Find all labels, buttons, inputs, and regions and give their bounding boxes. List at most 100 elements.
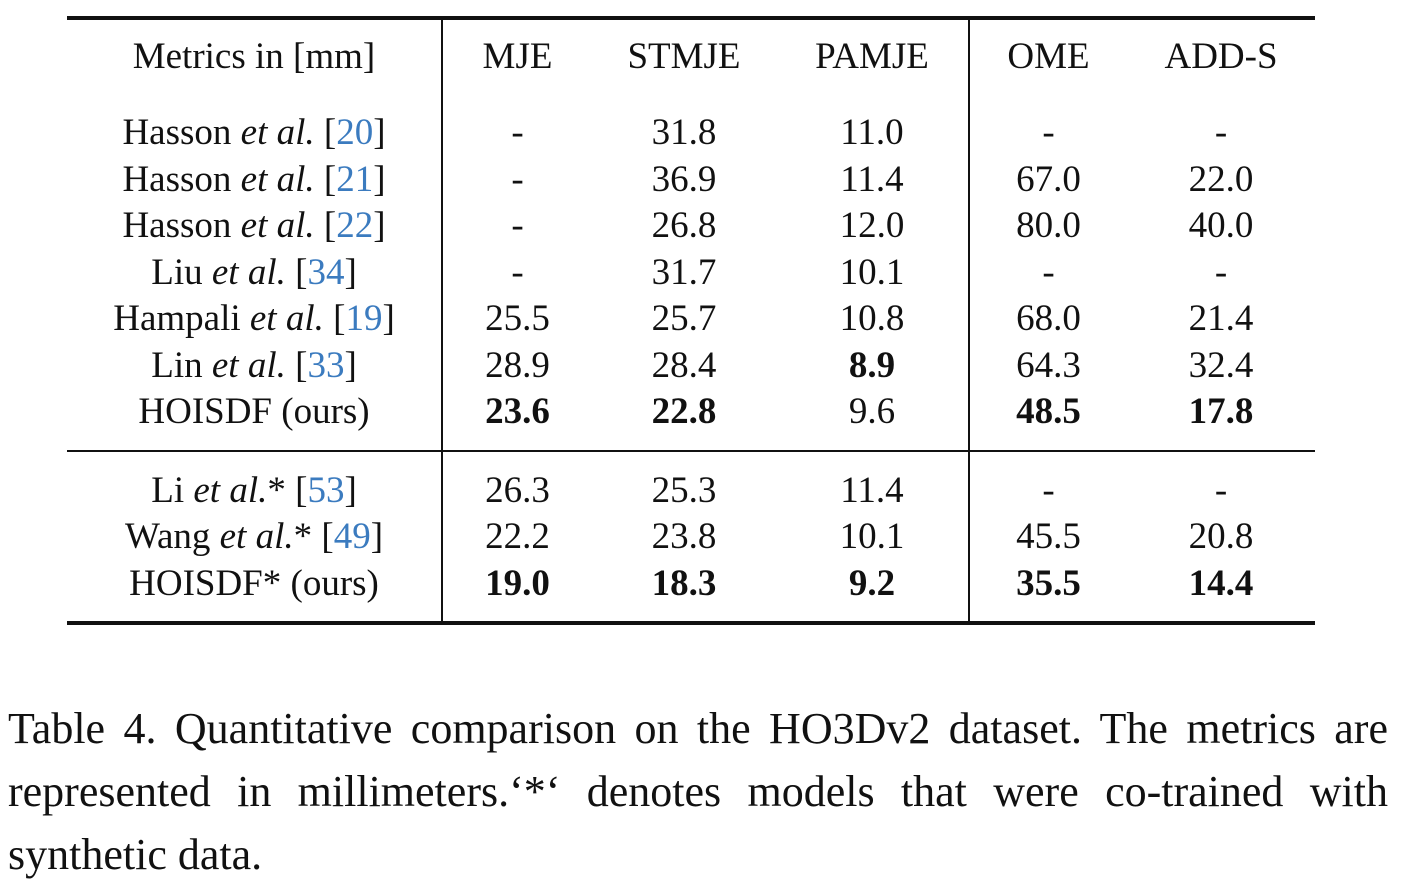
- citation-link[interactable]: 49: [333, 516, 371, 557]
- bottom-rule: [67, 621, 1315, 625]
- method-cell: Hasson et al. [20]: [67, 94, 443, 157]
- method-etal: et al.: [193, 469, 268, 511]
- citation-link[interactable]: 34: [307, 251, 345, 293]
- value-cell: 22.0: [1188, 158, 1254, 200]
- value-cell: 45.5: [1016, 516, 1081, 557]
- citation-link[interactable]: 21: [336, 158, 374, 200]
- table-group-1: Hasson et al. [20] -31.8 11.0- - Hasson et a…: [67, 94, 1315, 450]
- mid-rule: [67, 449, 1315, 452]
- value-cell: 9.6: [776, 389, 970, 450]
- value-cell: 32.4: [1188, 344, 1254, 386]
- header-row: Metrics in [mm] MJE STMJE PAMJE OME ADD-…: [67, 20, 1315, 94]
- results-table: Metrics in [mm] MJE STMJE PAMJE OME ADD-…: [67, 16, 1315, 625]
- value-cell: 28.9: [485, 344, 550, 386]
- method-author: Hasson: [122, 112, 232, 153]
- value-cell: -: [1214, 469, 1228, 511]
- value-cell: 25.3: [651, 469, 717, 511]
- header-adds: ADD-S: [1164, 36, 1278, 77]
- value-cell: 23.6: [485, 391, 550, 432]
- table-row: Hasson et al. [22] - 26.8 12.0 80.0 40.0: [67, 203, 1315, 250]
- table-row: Wang et al.* [49] 22.2 23.8 10.1 45.5 20.8: [67, 514, 1315, 561]
- method-etal: et al.: [211, 251, 286, 293]
- table-row: Liu et al. [34] - 31.7 10.1 - -: [67, 249, 1315, 296]
- value-cell: 68.0: [1016, 298, 1081, 339]
- method-author: HOISDF* (ours): [129, 562, 379, 604]
- value-cell: -: [1214, 251, 1228, 293]
- citation-link[interactable]: 53: [307, 469, 345, 511]
- table-row: Hasson et al. [20] - 31.8 11.0 - -: [67, 94, 1315, 157]
- value-cell: 11.4: [776, 451, 970, 514]
- value-cell: 22.8: [651, 391, 717, 432]
- value-cell: -: [1042, 112, 1055, 153]
- value-cell: 25.5: [485, 298, 550, 339]
- method-etal: et al.: [240, 158, 315, 200]
- value-cell: -: [511, 158, 524, 200]
- value-cell: 18.3: [651, 562, 717, 604]
- method-cell: HOISDF* (ours): [67, 560, 443, 621]
- method-cell: Hasson et al. [22]: [67, 203, 443, 250]
- method-cell: HOISDF (ours): [67, 389, 443, 450]
- method-author: Hampali: [113, 298, 241, 339]
- method-etal: et al.: [240, 112, 315, 153]
- value-cell: 10.8: [776, 296, 970, 343]
- method-cell: Liu et al. [34]: [67, 249, 443, 296]
- header-pamje: PAMJE: [776, 20, 970, 94]
- value-cell: -: [511, 205, 524, 246]
- value-cell: 23.8: [651, 516, 717, 557]
- method-etal: et al.: [219, 516, 294, 557]
- value-cell: 17.8: [1188, 391, 1254, 432]
- method-author: Lin: [151, 344, 203, 386]
- value-cell: 20.8: [1188, 516, 1254, 557]
- citation-link[interactable]: 20: [336, 112, 374, 153]
- method-cell: Lin et al. [33]: [67, 342, 443, 389]
- method-author: Hasson: [122, 158, 232, 200]
- value-cell: 19.0: [485, 562, 550, 604]
- method-author: Wang: [124, 516, 211, 557]
- value-cell: 28.4: [651, 344, 717, 386]
- value-cell: -: [511, 112, 524, 153]
- table-row: Hampali et al. [19] 25.5 25.7 10.8 68.0 21.4: [67, 296, 1315, 343]
- citation-link[interactable]: 22: [336, 205, 374, 246]
- top-rule: [67, 16, 1315, 20]
- value-cell: 64.3: [1016, 344, 1081, 386]
- method-cell: Wang et al.* [49]: [67, 514, 443, 561]
- value-cell: 10.1: [776, 249, 970, 296]
- method-cell: Hampali et al. [19]: [67, 296, 443, 343]
- table-row: Hasson et al. [21] - 36.9 11.4 67.0 22.0: [67, 156, 1315, 203]
- method-cell: Li et al.* [53]: [67, 451, 443, 514]
- value-cell: -: [1042, 251, 1055, 293]
- method-author: Li: [151, 469, 185, 511]
- method-author: Liu: [151, 251, 203, 293]
- method-etal: et al.: [211, 344, 286, 386]
- method-etal: et al.: [249, 298, 324, 339]
- method-author: Hasson: [122, 205, 232, 246]
- table-caption: Table 4. Quantitative comparison on the …: [8, 704, 1388, 879]
- value-cell: 48.5: [1016, 391, 1081, 432]
- method-author: HOISDF (ours): [138, 391, 370, 432]
- value-cell: 10.1: [776, 514, 970, 561]
- table-row: HOISDF* (ours) 19.0 18.3 9.2 35.5 14.4: [67, 560, 1315, 621]
- header-ome: OME: [1007, 36, 1090, 77]
- value-cell: 25.7: [651, 298, 717, 339]
- citation-link[interactable]: 19: [345, 298, 383, 339]
- value-cell: -: [1042, 469, 1055, 511]
- header-metrics: Metrics in [mm]: [67, 20, 443, 94]
- value-cell: 40.0: [1188, 205, 1254, 246]
- value-cell: 12.0: [776, 203, 970, 250]
- citation-link[interactable]: 33: [307, 344, 345, 386]
- value-cell: 26.8: [651, 205, 717, 246]
- table-row: Li et al.* [53] 26.3 25.3 11.4 - -: [67, 451, 1315, 514]
- value-cell: 31.7: [651, 251, 717, 293]
- value-cell: -: [511, 251, 524, 293]
- table-row: HOISDF (ours) 23.6 22.8 9.6 48.5 17.8: [67, 389, 1315, 450]
- value-cell: 67.0: [1016, 158, 1081, 200]
- value-cell: -: [1214, 112, 1228, 153]
- table-row: Lin et al. [33] 28.9 28.4 8.9 64.3 32.4: [67, 342, 1315, 389]
- method-cell: Hasson et al. [21]: [67, 156, 443, 203]
- value-cell: 11.0: [776, 94, 970, 157]
- method-star: *: [293, 516, 313, 557]
- value-cell: 35.5: [1016, 562, 1081, 604]
- value-cell: 9.2: [776, 560, 970, 621]
- value-cell: 22.2: [485, 516, 550, 557]
- header-stmje: STMJE: [627, 36, 741, 77]
